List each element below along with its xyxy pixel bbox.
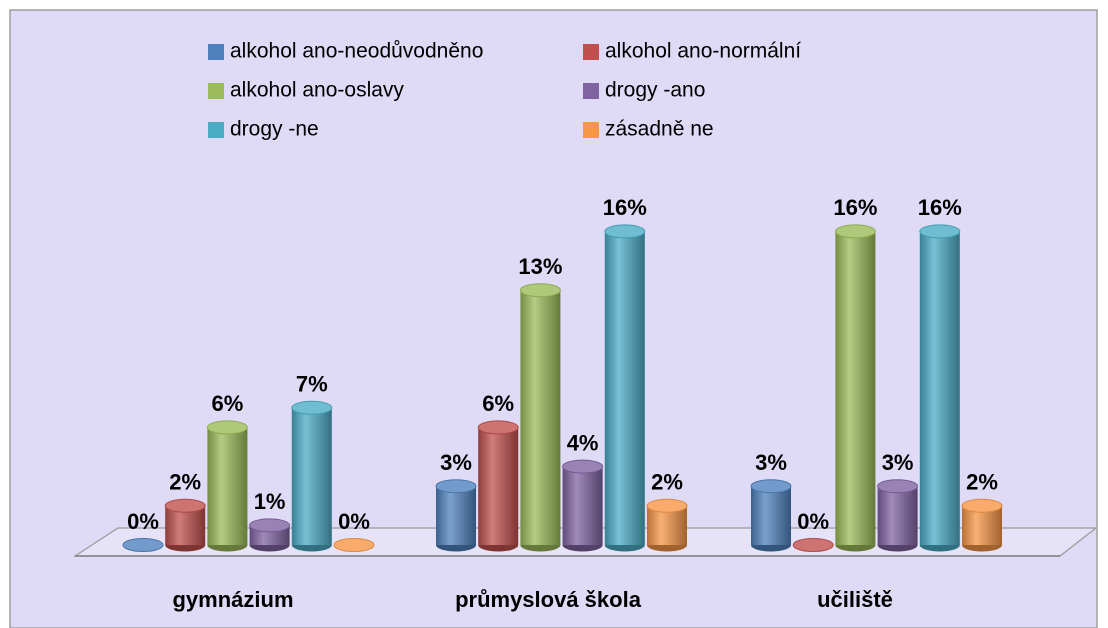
legend-swatch (208, 122, 224, 138)
bar-top (291, 400, 333, 415)
data-label: 0% (797, 509, 829, 534)
bar-top (792, 538, 834, 552)
legend-swatch (208, 83, 224, 99)
bar-top (206, 420, 248, 435)
bar-top (122, 538, 164, 552)
data-label: 16% (918, 195, 962, 220)
bar (751, 486, 791, 545)
bar-top (249, 518, 291, 533)
bar-top (877, 479, 919, 494)
bar-top (919, 224, 961, 239)
legend-label: alkohol ano-neodůvodněno (230, 40, 483, 63)
data-label: 13% (518, 254, 562, 279)
legend-swatch (583, 122, 599, 138)
bar (207, 427, 248, 545)
data-label: 0% (127, 509, 159, 534)
bar-top (961, 498, 1003, 513)
data-label: 2% (966, 470, 998, 495)
data-label: 7% (296, 372, 328, 397)
x-tick-label: učiliště (817, 587, 893, 612)
bar-top (604, 224, 646, 239)
bar-top (562, 459, 604, 474)
bar-top (519, 283, 561, 298)
data-label: 1% (254, 489, 286, 514)
legend-swatch (583, 44, 599, 60)
legend-label: drogy -ne (230, 118, 319, 141)
bar (604, 231, 645, 545)
bar (520, 290, 561, 545)
data-label: 0% (338, 509, 370, 534)
bar-top (333, 538, 375, 552)
bar (919, 231, 960, 545)
legend-label: zásadně ne (605, 118, 714, 141)
bar (478, 427, 519, 545)
data-label: 3% (882, 450, 914, 475)
bar (835, 231, 876, 545)
data-label: 16% (833, 195, 877, 220)
bar-top (646, 498, 688, 513)
data-label: 2% (651, 470, 683, 495)
data-label: 16% (603, 195, 647, 220)
bar (877, 486, 918, 545)
bar (562, 466, 603, 545)
legend-label: drogy -ano (605, 79, 705, 102)
x-tick-label: průmyslová škola (455, 587, 642, 612)
bar-top (750, 479, 792, 494)
bar (436, 486, 476, 545)
data-label: 6% (212, 391, 244, 416)
x-tick-label: gymnázium (172, 587, 293, 612)
data-label: 4% (567, 430, 599, 455)
bar (291, 407, 332, 545)
legend-label: alkohol ano-oslavy (230, 79, 404, 102)
legend-label: alkohol ano-normální (605, 40, 801, 63)
data-label: 3% (755, 450, 787, 475)
bar-top (477, 420, 519, 435)
data-label: 6% (482, 391, 514, 416)
bar-top (435, 479, 477, 494)
data-label: 3% (440, 450, 472, 475)
data-label: 2% (169, 470, 201, 495)
bar-top (834, 224, 876, 239)
legend-swatch (208, 44, 224, 60)
legend-swatch (583, 83, 599, 99)
bar-top (164, 498, 206, 513)
